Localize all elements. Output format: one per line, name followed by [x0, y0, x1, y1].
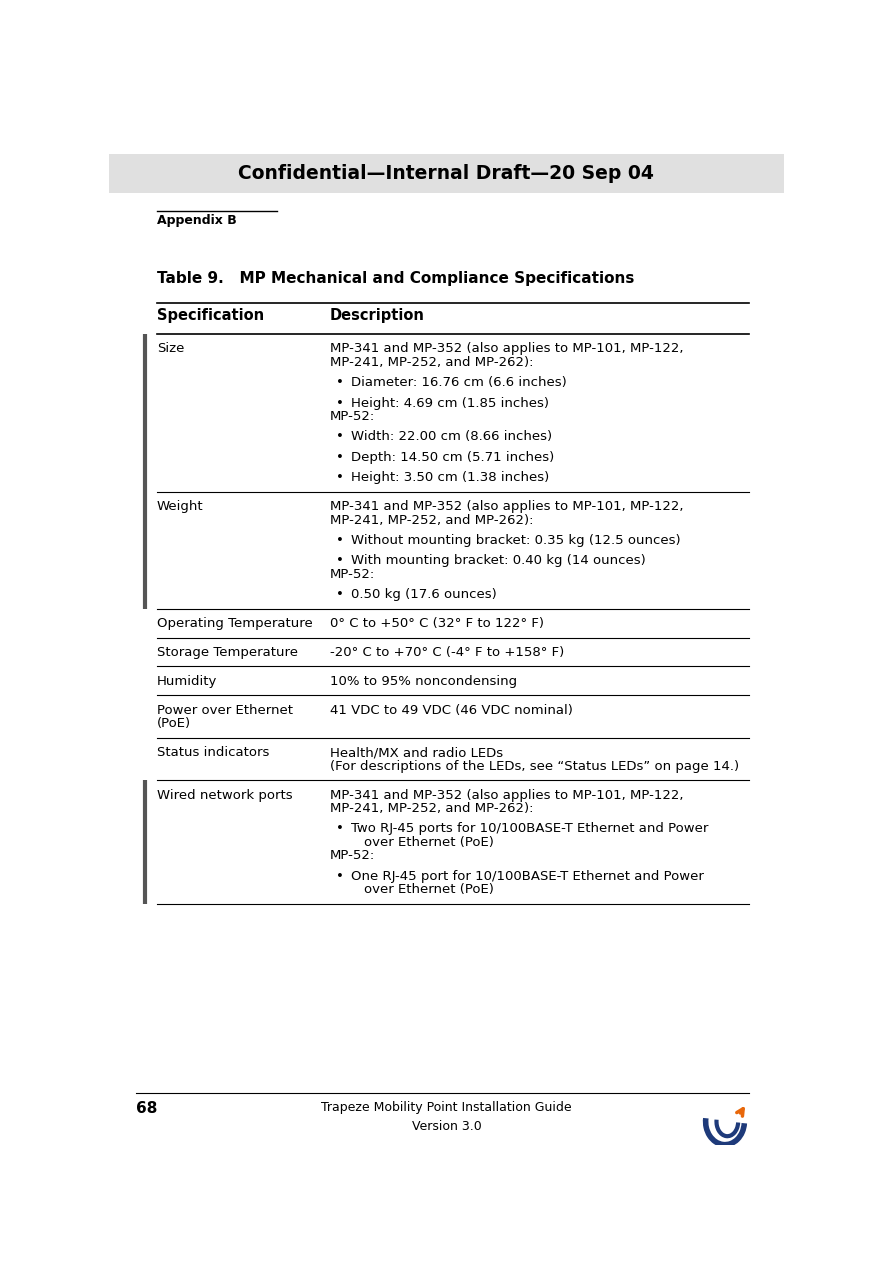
Text: MP-241, MP-252, and MP-262):: MP-241, MP-252, and MP-262):: [330, 514, 533, 526]
Text: Depth: 14.50 cm (5.71 inches): Depth: 14.50 cm (5.71 inches): [352, 450, 555, 463]
Text: MP-341 and MP-352 (also applies to MP-101, MP-122,: MP-341 and MP-352 (also applies to MP-10…: [330, 789, 683, 802]
Text: Appendix B: Appendix B: [157, 214, 237, 227]
Text: Confidential—Internal Draft—20 Sep 04: Confidential—Internal Draft—20 Sep 04: [239, 165, 654, 183]
Text: MP-241, MP-252, and MP-262):: MP-241, MP-252, and MP-262):: [330, 802, 533, 815]
Text: MP-52:: MP-52:: [330, 849, 375, 862]
Text: Two RJ-45 ports for 10/100BASE-T Ethernet and Power: Two RJ-45 ports for 10/100BASE-T Etherne…: [352, 822, 709, 835]
Text: •: •: [336, 822, 344, 835]
Text: 10% to 95% noncondensing: 10% to 95% noncondensing: [330, 674, 517, 689]
Text: With mounting bracket: 0.40 kg (14 ounces): With mounting bracket: 0.40 kg (14 ounce…: [352, 555, 646, 568]
Text: 0.50 kg (17.6 ounces): 0.50 kg (17.6 ounces): [352, 588, 497, 601]
Text: Wired network ports: Wired network ports: [157, 789, 293, 802]
Text: Trapeze Mobility Point Installation Guide
Version 3.0: Trapeze Mobility Point Installation Guid…: [321, 1100, 571, 1133]
Text: Storage Temperature: Storage Temperature: [157, 646, 298, 659]
Text: MP-341 and MP-352 (also applies to MP-101, MP-122,: MP-341 and MP-352 (also applies to MP-10…: [330, 501, 683, 514]
Text: •: •: [336, 870, 344, 883]
Text: Height: 4.69 cm (1.85 inches): Height: 4.69 cm (1.85 inches): [352, 396, 550, 409]
Text: Status indicators: Status indicators: [157, 746, 269, 759]
Text: Size: Size: [157, 342, 185, 355]
Text: •: •: [336, 450, 344, 463]
Text: •: •: [336, 588, 344, 601]
Text: One RJ-45 port for 10/100BASE-T Ethernet and Power: One RJ-45 port for 10/100BASE-T Ethernet…: [352, 870, 705, 883]
Text: •: •: [336, 534, 344, 547]
Text: MP-241, MP-252, and MP-262):: MP-241, MP-252, and MP-262):: [330, 355, 533, 369]
Text: Health/MX and radio LEDs: Health/MX and radio LEDs: [330, 746, 503, 759]
Text: Description: Description: [330, 308, 425, 323]
Text: Table 9.   MP Mechanical and Compliance Specifications: Table 9. MP Mechanical and Compliance Sp…: [157, 272, 634, 287]
Text: Humidity: Humidity: [157, 674, 217, 689]
Text: Without mounting bracket: 0.35 kg (12.5 ounces): Without mounting bracket: 0.35 kg (12.5 …: [352, 534, 681, 547]
Text: 68: 68: [136, 1100, 158, 1116]
Text: (PoE): (PoE): [157, 717, 191, 730]
Text: 41 VDC to 49 VDC (46 VDC nominal): 41 VDC to 49 VDC (46 VDC nominal): [330, 704, 572, 717]
Text: Power over Ethernet: Power over Ethernet: [157, 704, 293, 717]
Text: •: •: [336, 376, 344, 389]
Text: MP-341 and MP-352 (also applies to MP-101, MP-122,: MP-341 and MP-352 (also applies to MP-10…: [330, 342, 683, 355]
Text: Specification: Specification: [157, 308, 264, 323]
Text: 0° C to +50° C (32° F to 122° F): 0° C to +50° C (32° F to 122° F): [330, 618, 544, 631]
Text: Operating Temperature: Operating Temperature: [157, 618, 313, 631]
Text: MP-52:: MP-52:: [330, 568, 375, 580]
Text: over Ethernet (PoE): over Ethernet (PoE): [364, 883, 494, 896]
Text: •: •: [336, 430, 344, 444]
Text: MP-52:: MP-52:: [330, 411, 375, 423]
Text: (For descriptions of the LEDs, see “Status LEDs” on page 14.): (For descriptions of the LEDs, see “Stat…: [330, 759, 739, 772]
Bar: [109, 154, 784, 193]
Text: Width: 22.00 cm (8.66 inches): Width: 22.00 cm (8.66 inches): [352, 430, 552, 444]
Text: -20° C to +70° C (-4° F to +158° F): -20° C to +70° C (-4° F to +158° F): [330, 646, 564, 659]
Text: Weight: Weight: [157, 501, 204, 514]
Text: Diameter: 16.76 cm (6.6 inches): Diameter: 16.76 cm (6.6 inches): [352, 376, 567, 389]
Text: over Ethernet (PoE): over Ethernet (PoE): [364, 835, 494, 849]
Text: Height: 3.50 cm (1.38 inches): Height: 3.50 cm (1.38 inches): [352, 471, 550, 484]
Text: •: •: [336, 555, 344, 568]
Text: •: •: [336, 471, 344, 484]
Text: •: •: [336, 396, 344, 409]
